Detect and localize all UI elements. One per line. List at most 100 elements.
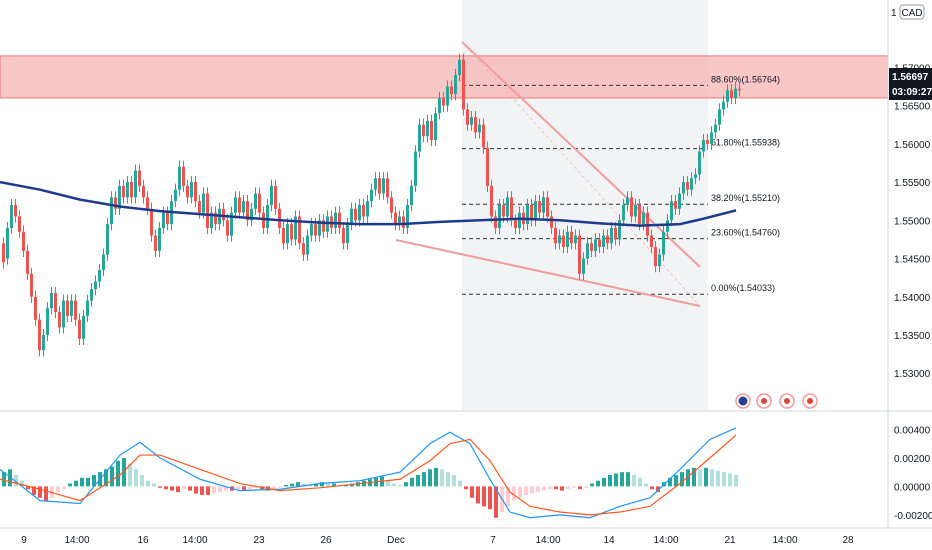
candle-body: [202, 193, 205, 213]
macd-histogram-bar: [20, 480, 24, 487]
price-tick-label: 1.55500: [894, 178, 931, 189]
macd-histogram-bar: [80, 477, 84, 487]
fib-level-label: 61.80%(1.55938): [711, 138, 780, 148]
macd-histogram-bar: [458, 480, 462, 487]
candle-body: [406, 205, 409, 228]
candle-body: [246, 201, 249, 221]
candle-body: [498, 205, 501, 228]
macd-histogram-bar: [326, 483, 330, 487]
candle-body: [62, 300, 65, 328]
time-tick-label: 23: [253, 535, 265, 546]
candle-body: [538, 201, 541, 213]
candle-body: [350, 208, 353, 225]
candle-body: [54, 292, 57, 313]
economic-events[interactable]: [735, 393, 818, 409]
price-tick-label: 1.53500: [894, 331, 931, 342]
candle-body: [546, 197, 549, 217]
macd-histogram-bar: [638, 477, 642, 487]
macd-histogram-bar: [668, 477, 672, 487]
candle-body: [150, 208, 153, 236]
macd-histogram-bar: [446, 472, 450, 487]
event-flag-inner: [738, 396, 748, 406]
time-tick-label: 16: [137, 535, 149, 546]
candle-body: [386, 178, 389, 198]
candle-body: [698, 151, 701, 175]
candle-body: [298, 216, 301, 244]
candle-body: [722, 101, 725, 110]
macd-histogram-bar: [128, 463, 132, 487]
signal-line: [0, 434, 737, 516]
candle-body: [734, 88, 737, 98]
candle-body: [438, 97, 441, 114]
time-tick-label: 9: [21, 535, 27, 546]
candle-body: [134, 170, 137, 198]
macd-histogram-bar: [704, 467, 708, 487]
macd-histogram-bar: [596, 480, 600, 487]
time-tick-label: 14:00: [535, 535, 560, 546]
macd-histogram-bar: [158, 486, 162, 488]
price-axis[interactable]: 1.570001.565001.560001.555001.550001.545…: [894, 63, 931, 380]
macd-histogram-bar: [398, 484, 402, 487]
candle-body: [10, 205, 13, 228]
time-tick-label: 14:00: [772, 535, 797, 546]
wedge-upper-line[interactable]: [461, 41, 701, 268]
macd-histogram-bar: [488, 486, 492, 510]
price-tick-label: 1.54500: [894, 255, 931, 266]
macd-histogram-bar: [680, 472, 684, 487]
fib-retracement[interactable]: 88.60%(1.56764) 61.80%(1.55938) 38.20%(1.5…: [462, 74, 780, 295]
candle-body: [414, 151, 417, 186]
time-axis[interactable]: 9 14:00 16 14:00 23 26 Dec 7 14:00 14 14:00 21 14:00…: [21, 535, 854, 546]
candle-body: [70, 300, 73, 316]
candle-body: [166, 212, 169, 225]
macd-histogram-bar: [560, 486, 564, 491]
candle-body: [422, 124, 425, 137]
macd-histogram-bar: [734, 474, 738, 487]
candle-body: [622, 205, 625, 221]
candle-body: [510, 197, 513, 221]
candle-body: [410, 185, 413, 205]
macd-histogram-bar: [692, 467, 696, 487]
time-tick-label: 28: [842, 535, 854, 546]
candle-body: [178, 166, 181, 190]
candle-body: [222, 208, 225, 221]
macd-histogram-bar: [410, 477, 414, 487]
candle-body: [482, 124, 485, 148]
macd-histogram-bar: [242, 486, 246, 491]
macd-histogram-bar: [386, 480, 390, 487]
candle-body: [570, 231, 573, 244]
macd-histogram-bar: [674, 474, 678, 487]
candle-body: [2, 243, 5, 263]
candle-body: [318, 220, 321, 236]
candle-body: [102, 254, 105, 270]
candle-body: [738, 88, 741, 91]
candle-body: [374, 178, 377, 190]
candle-body: [458, 59, 461, 75]
currency-badge[interactable]: CAD: [899, 4, 925, 20]
macd-tick-label: 0.00400: [894, 425, 931, 436]
candle-body: [214, 212, 217, 225]
candle-body: [238, 197, 241, 213]
macd-histogram-bar: [74, 480, 78, 487]
macd-histogram-bar: [224, 486, 228, 491]
macd-histogram-bar: [506, 486, 510, 507]
candle-body: [190, 182, 193, 198]
macd-histogram-bar: [44, 486, 48, 501]
candle-body: [478, 124, 481, 133]
macd-histogram-bar: [650, 486, 654, 490]
macd-histogram-bar: [116, 460, 120, 487]
macd-histogram-bar: [284, 484, 288, 487]
macd-histogram-bar: [476, 486, 480, 504]
time-tick-label: 26: [320, 535, 332, 546]
macd-histogram-bar: [2, 472, 6, 487]
candle-body: [702, 140, 705, 152]
wedge-lower-line[interactable]: [395, 239, 701, 307]
macd-histogram-bar: [614, 473, 618, 487]
macd-histogram-bar: [584, 486, 588, 488]
macd-axis[interactable]: 0.00400 0.00200 0.00000 -0.00200: [894, 425, 932, 521]
candle-body: [242, 201, 245, 213]
macd-histogram-bar: [140, 474, 144, 487]
macd-histogram-bar: [302, 483, 306, 487]
macd-histogram-bar: [698, 469, 702, 487]
candle-body: [466, 109, 469, 125]
